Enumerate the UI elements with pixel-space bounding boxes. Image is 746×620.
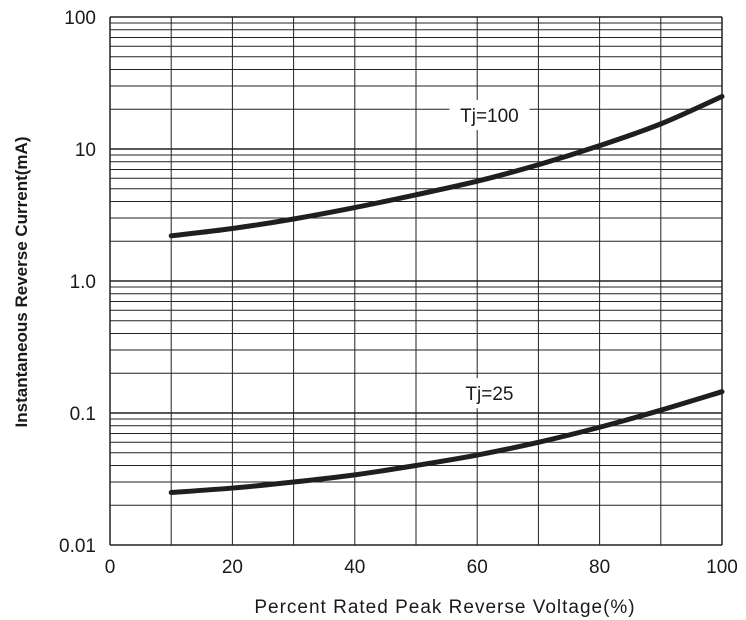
y-tick-label: 0.01 [59, 536, 96, 557]
series-label: Tj=100 [460, 106, 519, 127]
x-axis-title: Percent Rated Peak Reverse Voltage(%) [254, 597, 635, 618]
y-tick-label: 0.1 [70, 404, 96, 425]
series-lines: Tj=100 Tj=25 [168, 93, 725, 495]
x-tick-label: 0 [105, 557, 116, 578]
x-tick-label: 40 [344, 557, 365, 578]
series-label: Tj=25 [465, 384, 513, 405]
series-line-tj-100 [168, 93, 725, 239]
y-tick-label: 1.0 [70, 272, 96, 293]
x-tick-label: 20 [222, 557, 243, 578]
x-tick-label: 80 [589, 557, 610, 578]
series-line-tj-25 [168, 389, 725, 495]
y-axis-title: Instantaneous Reverse Current(mA) [12, 137, 31, 428]
y-tick-label: 100 [64, 8, 96, 29]
series-label-background [449, 100, 530, 131]
x-tick-label: 60 [467, 557, 488, 578]
grid [109, 16, 723, 546]
y-tick-label: 10 [75, 140, 96, 161]
x-tick-label: 100 [706, 557, 738, 578]
series-label-background [449, 378, 530, 409]
tick-labels: 0 20 40 60 80 100 0.01 0.1 1.0 10 100 [59, 8, 738, 578]
